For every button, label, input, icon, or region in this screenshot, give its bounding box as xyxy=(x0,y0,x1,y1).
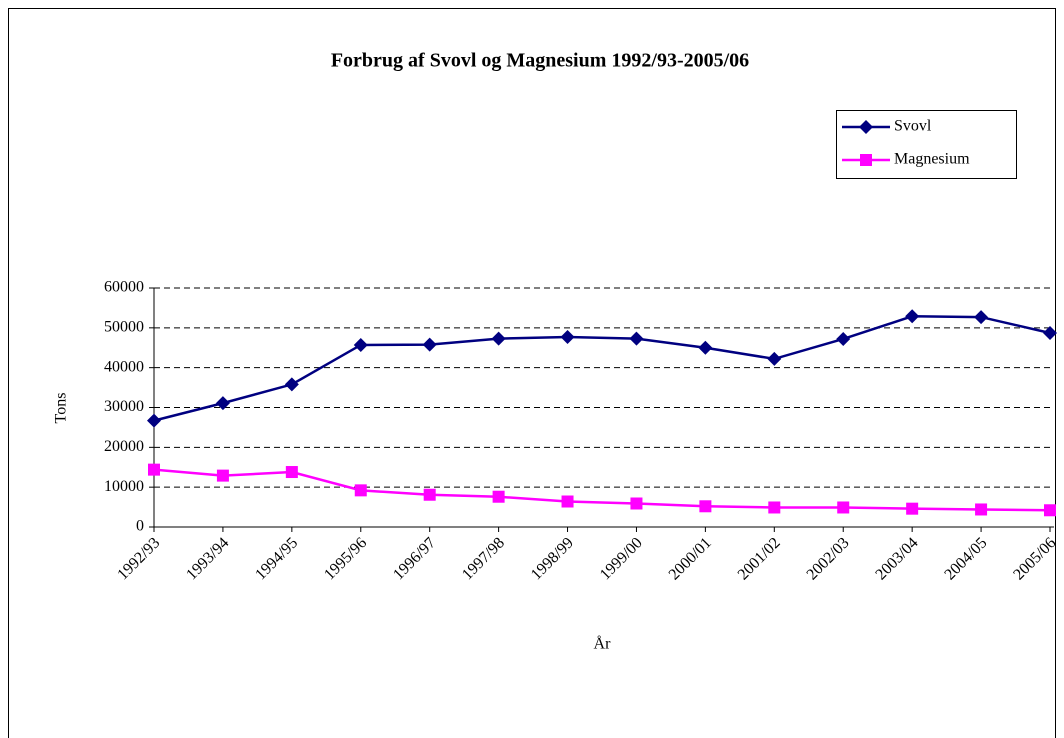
marker xyxy=(860,154,872,166)
marker xyxy=(285,466,298,479)
chart-title: Forbrug af Svovl og Magnesium 1992/93-20… xyxy=(331,50,749,72)
legend-label: Magnesium xyxy=(894,151,970,168)
marker xyxy=(1044,504,1056,517)
marker xyxy=(906,502,919,515)
marker xyxy=(698,340,713,355)
marker xyxy=(974,310,989,325)
line xyxy=(153,315,1051,422)
marker xyxy=(216,469,229,482)
marker xyxy=(561,495,574,508)
marker xyxy=(491,331,506,346)
y-tick-label: 10000 xyxy=(104,478,144,495)
marker xyxy=(147,413,161,428)
marker xyxy=(492,490,505,503)
y-tick-label: 20000 xyxy=(104,438,144,455)
y-axis-label: Tons xyxy=(53,393,70,424)
y-tick-label: 60000 xyxy=(104,279,144,296)
y-tick-label: 30000 xyxy=(104,398,144,415)
line xyxy=(153,468,1051,512)
marker xyxy=(353,337,368,352)
marker xyxy=(215,396,230,411)
marker xyxy=(148,463,160,476)
marker xyxy=(1043,326,1057,341)
x-axis-label: År xyxy=(594,635,612,653)
marker xyxy=(768,501,781,514)
marker xyxy=(629,331,644,346)
marker xyxy=(284,377,299,392)
marker xyxy=(837,501,850,514)
y-tick-label: 50000 xyxy=(104,319,144,336)
marker xyxy=(905,309,920,324)
marker xyxy=(354,484,367,497)
marker xyxy=(767,351,782,366)
marker xyxy=(560,329,575,344)
marker xyxy=(699,500,712,513)
marker xyxy=(630,497,643,510)
marker xyxy=(859,120,873,134)
y-tick-label: 40000 xyxy=(104,358,144,375)
legend-label: Svovl xyxy=(894,118,932,135)
marker xyxy=(422,337,437,352)
marker xyxy=(423,488,436,501)
y-tick-label: 0 xyxy=(136,518,144,535)
marker xyxy=(975,503,988,516)
marker xyxy=(836,331,851,346)
